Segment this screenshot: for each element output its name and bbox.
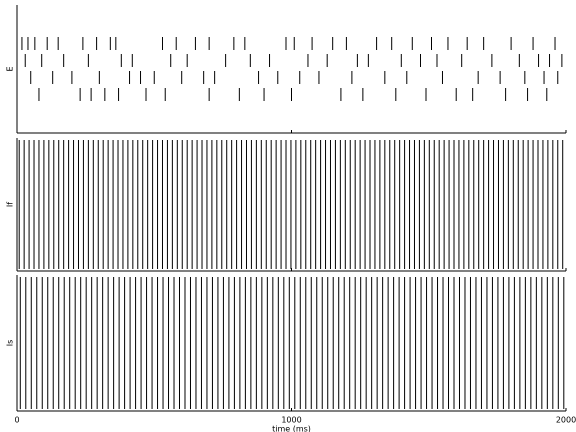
- x-tick-label: 1000: [281, 416, 301, 425]
- x-tick-label: 0: [14, 416, 19, 425]
- y-axis-label: Is: [6, 340, 15, 347]
- x-tick-label: 2000: [556, 416, 576, 425]
- x-axis-label: time (ms): [272, 425, 311, 432]
- y-axis-label: E: [6, 66, 15, 71]
- y-axis-label: If: [6, 202, 15, 207]
